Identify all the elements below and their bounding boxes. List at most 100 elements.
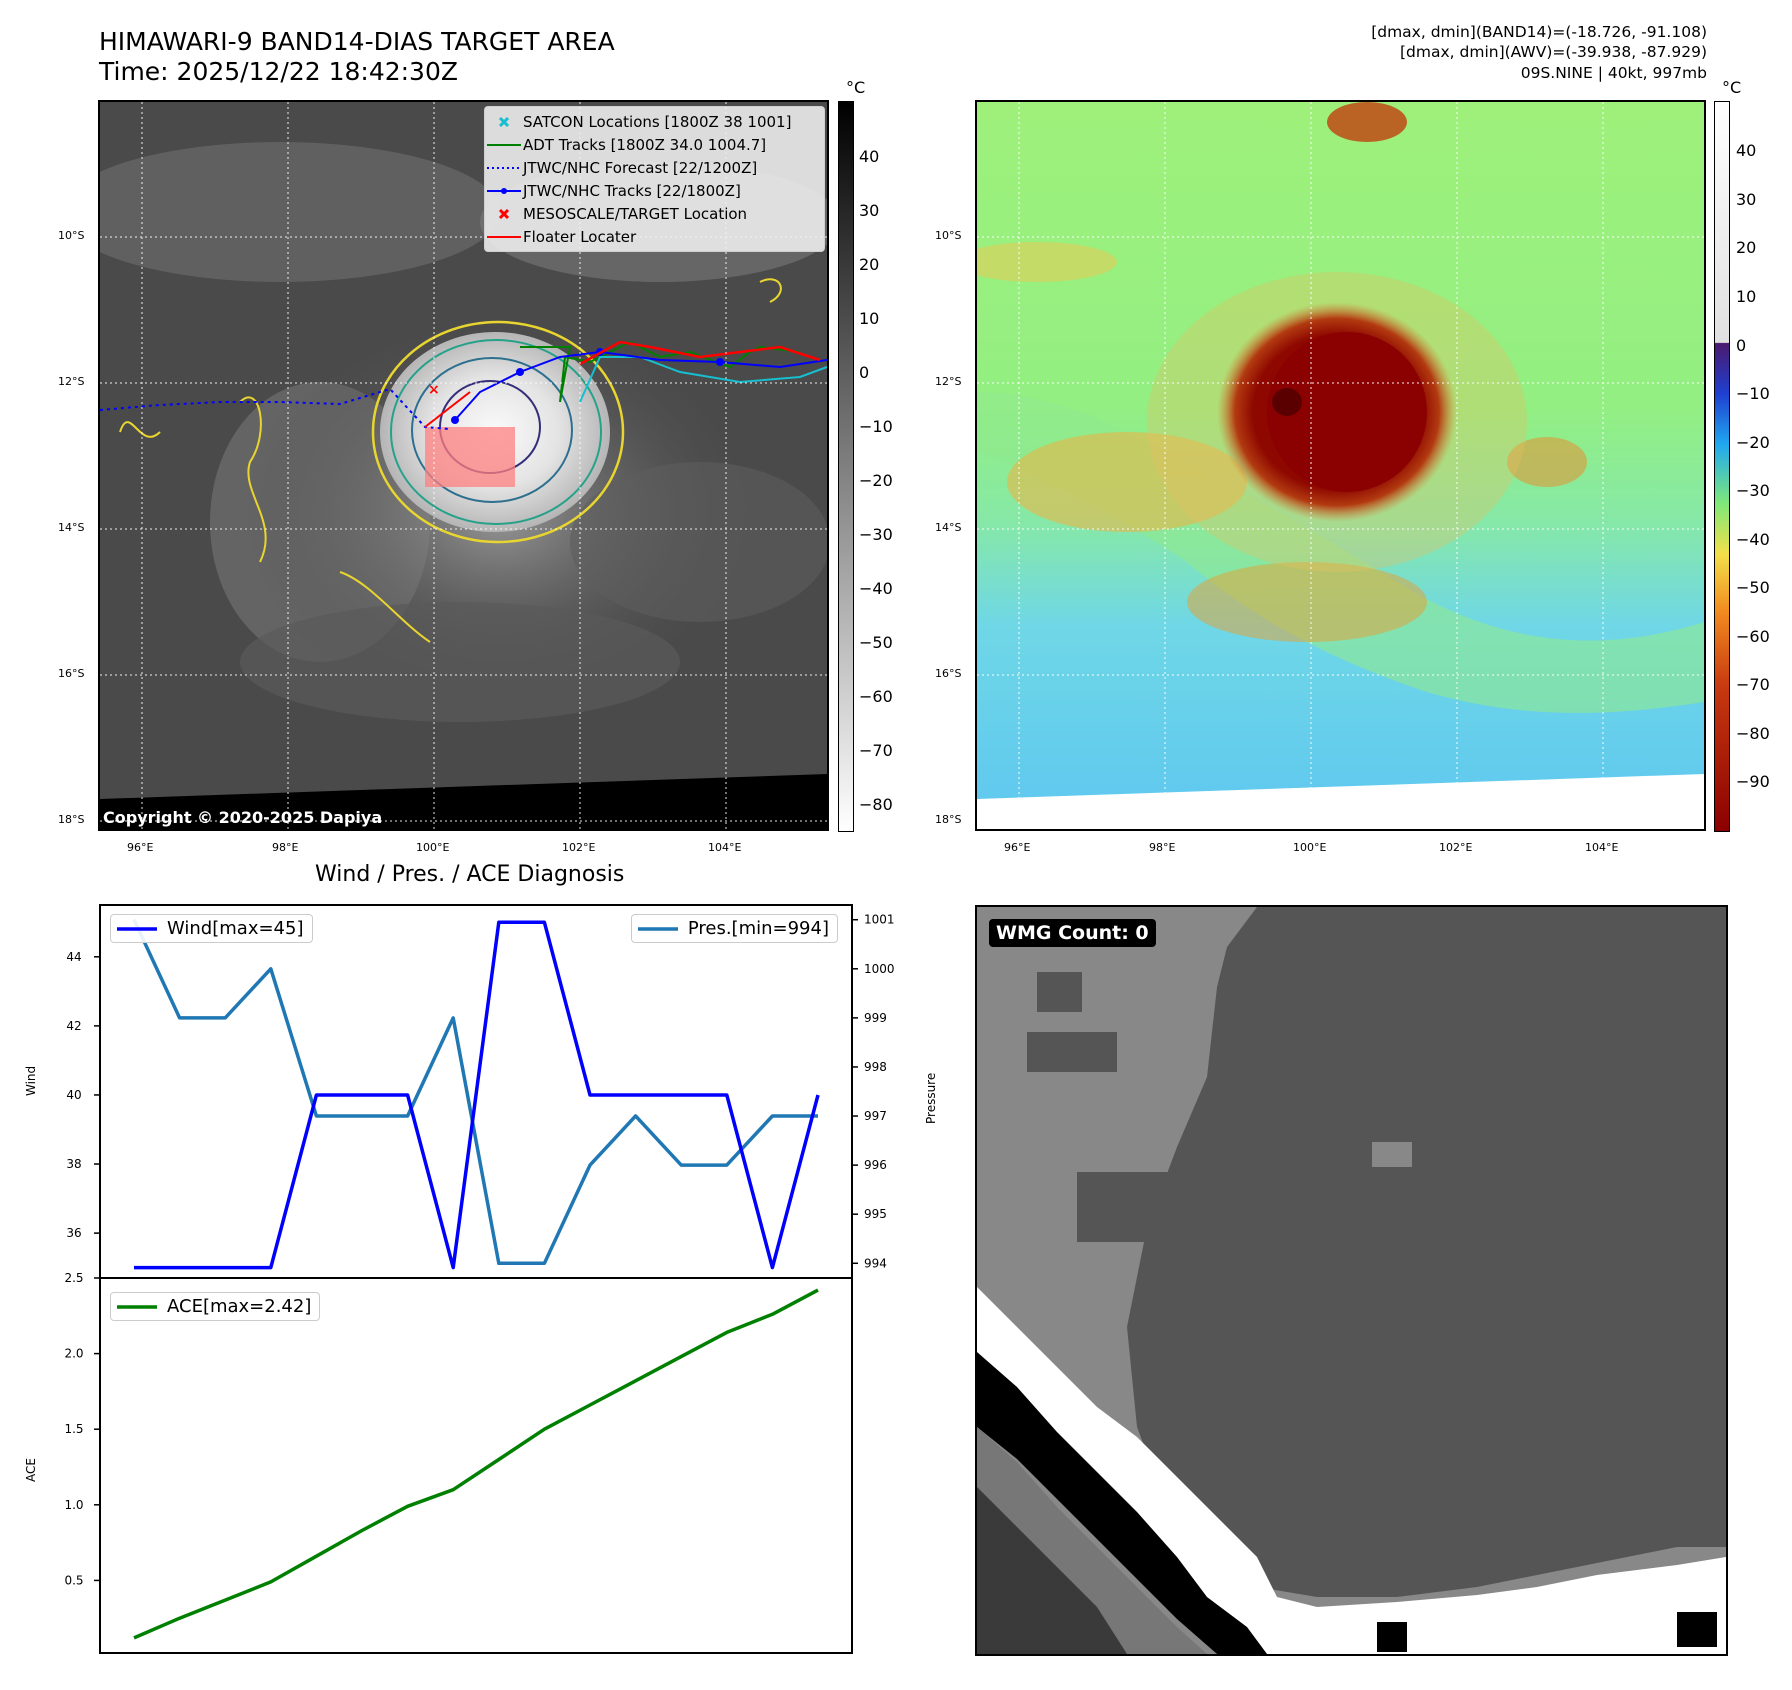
colorbar-unit: °C [846,78,866,97]
lat-label: 18°S [58,813,85,826]
ace-tick-label: 0.5 [64,1573,83,1587]
wmg-count: WMG Count: 0 [989,919,1156,947]
lon-label: 98°E [1149,841,1176,854]
colorbar-tick: 20 [1736,238,1757,257]
ace-plot: 0.5 1.0 1.5 2.0 2.5 [64,1271,853,1654]
wind-tick-label: 44 [66,950,81,964]
colorbar-unit: °C [1722,78,1742,97]
legend-item: SATCON Locations [1800Z 38 1001] [485,110,824,133]
wind-line [134,920,820,1270]
pressure-tick-label: 998 [864,1060,887,1074]
lon-label: 96°E [127,841,154,854]
colorbar-gray [838,101,854,832]
ace-tick-label: 2.5 [64,1271,83,1285]
blue-dotted-line-icon [485,156,523,179]
colorbar-tick: −50 [859,633,893,652]
wind-legend-line-icon [117,926,157,931]
pressure-legend-line-icon [637,926,678,931]
ace-legend: ACE[max=2.42] [110,1292,321,1321]
colorbar-tick: 40 [859,147,880,166]
colorbar-tick: −10 [1736,384,1770,403]
lon-label: 96°E [1004,841,1031,854]
lat-label: 16°S [58,667,85,680]
lat-label: 16°S [935,667,962,680]
awv-map-image [977,102,1704,829]
colorbar-tick: 20 [859,255,880,274]
blue-line-dot-icon [485,179,523,202]
colorbar-tick: 30 [1736,190,1757,209]
diagnosis-chart: 36 38 40 42 44 994 995 996 997 998 999 1000 1001 0.5… [64,904,895,1654]
colorbar-tick: −40 [1736,530,1770,549]
legend-item: Floater Locater [485,225,824,248]
colorbar-tick: −40 [859,579,893,598]
pressure-tick-label: 994 [864,1256,887,1270]
colorbar-tick: 10 [859,309,880,328]
colorbar-tick: −50 [1736,578,1770,597]
ace-tick-label: 2.0 [64,1347,83,1361]
info-awv-range: [dmax, dmin](AWV)=(-39.938, -87.929) [1400,43,1707,61]
wind-pressure-plot: 36 38 40 42 44 994 995 996 997 998 999 1000 1001 [66,904,895,1279]
colorbar-tick: −30 [1736,481,1770,500]
chart-time: Time: 2025/12/22 18:42:30Z [99,57,458,86]
colorbar-tick: −10 [859,417,893,436]
ir-map-panel[interactable]: × SATCON Locations [1800Z 38 1001] ADT T… [98,100,829,831]
ace-frame [99,1277,853,1654]
pressure-legend: Pres.[min=994] [630,914,838,943]
wind-tick-label: 42 [66,1019,81,1033]
lon-label: 102°E [562,841,596,854]
colorbar-tick: −30 [859,525,893,544]
lat-label: 12°S [58,375,85,388]
colorbar-tick: −80 [1736,724,1770,743]
green-line-icon [485,133,523,156]
wind-tick-label: 40 [66,1088,81,1102]
pressure-tick-label: 995 [864,1207,887,1221]
colorbar-tick: 0 [1736,336,1747,355]
wind-tick-label: 36 [66,1226,81,1240]
awv-map-panel[interactable] [975,100,1706,831]
colorbar-tick: 0 [859,363,870,382]
copyright: Copyright © 2020-2025 Dapiya [103,808,383,827]
info-band14-range: [dmax, dmin](BAND14)=(-18.726, -91.108) [1371,23,1707,41]
chart-title: HIMAWARI-9 BAND14-DIAS TARGET AREA [99,27,615,56]
colorbar-tick: −80 [859,795,893,814]
red-line-icon [485,225,523,248]
lon-label: 102°E [1439,841,1473,854]
lat-label: 12°S [935,375,962,388]
lon-label: 100°E [416,841,450,854]
wind-axis-label: Wind [24,1065,38,1096]
ace-axis-label: ACE [24,1458,38,1482]
legend-item: ADT Tracks [1800Z 34.0 1004.7] [485,133,824,156]
lat-label: 14°S [935,521,962,534]
pressure-tick-label: 999 [864,1011,887,1025]
diagnosis-title: Wind / Pres. / ACE Diagnosis [315,862,625,887]
colorbar-tick: 40 [1736,141,1757,160]
wind-tick-label: 38 [66,1157,81,1171]
pressure-tick-label: 997 [864,1109,887,1123]
lon-label: 104°E [1585,841,1619,854]
colorbar-tick: 10 [1736,287,1757,306]
pressure-tick-label: 1000 [864,962,895,976]
lat-label: 18°S [935,813,962,826]
colorbar-tick: −20 [859,471,893,490]
pressure-tick-label: 996 [864,1158,887,1172]
lat-label: 10°S [58,229,85,242]
lon-label: 98°E [272,841,299,854]
legend-item: JTWC/NHC Forecast [22/1200Z] [485,156,824,179]
lat-label: 10°S [935,229,962,242]
legend-item: MESOSCALE/TARGET Location [485,202,824,225]
colorbar-tick: −70 [1736,675,1770,694]
ace-line [133,1288,819,1640]
wind-legend: Wind[max=45] [110,914,313,943]
map-legend: SATCON Locations [1800Z 38 1001] ADT Tra… [484,106,825,252]
pressure-axis-label: Pressure [924,1072,938,1124]
cyan-x-marker-icon [485,110,523,133]
pressure-tick-label: 1001 [864,913,895,927]
colorbar-tick: 30 [859,201,880,220]
lon-label: 100°E [1293,841,1327,854]
pressure-line [132,918,818,1266]
red-x-marker-icon [485,202,523,225]
colorbar-tick: −60 [1736,627,1770,646]
wmg-image [977,907,1726,1654]
svg-text:×: × [428,382,440,398]
wmg-panel[interactable]: WMG Count: 0 [975,905,1728,1656]
